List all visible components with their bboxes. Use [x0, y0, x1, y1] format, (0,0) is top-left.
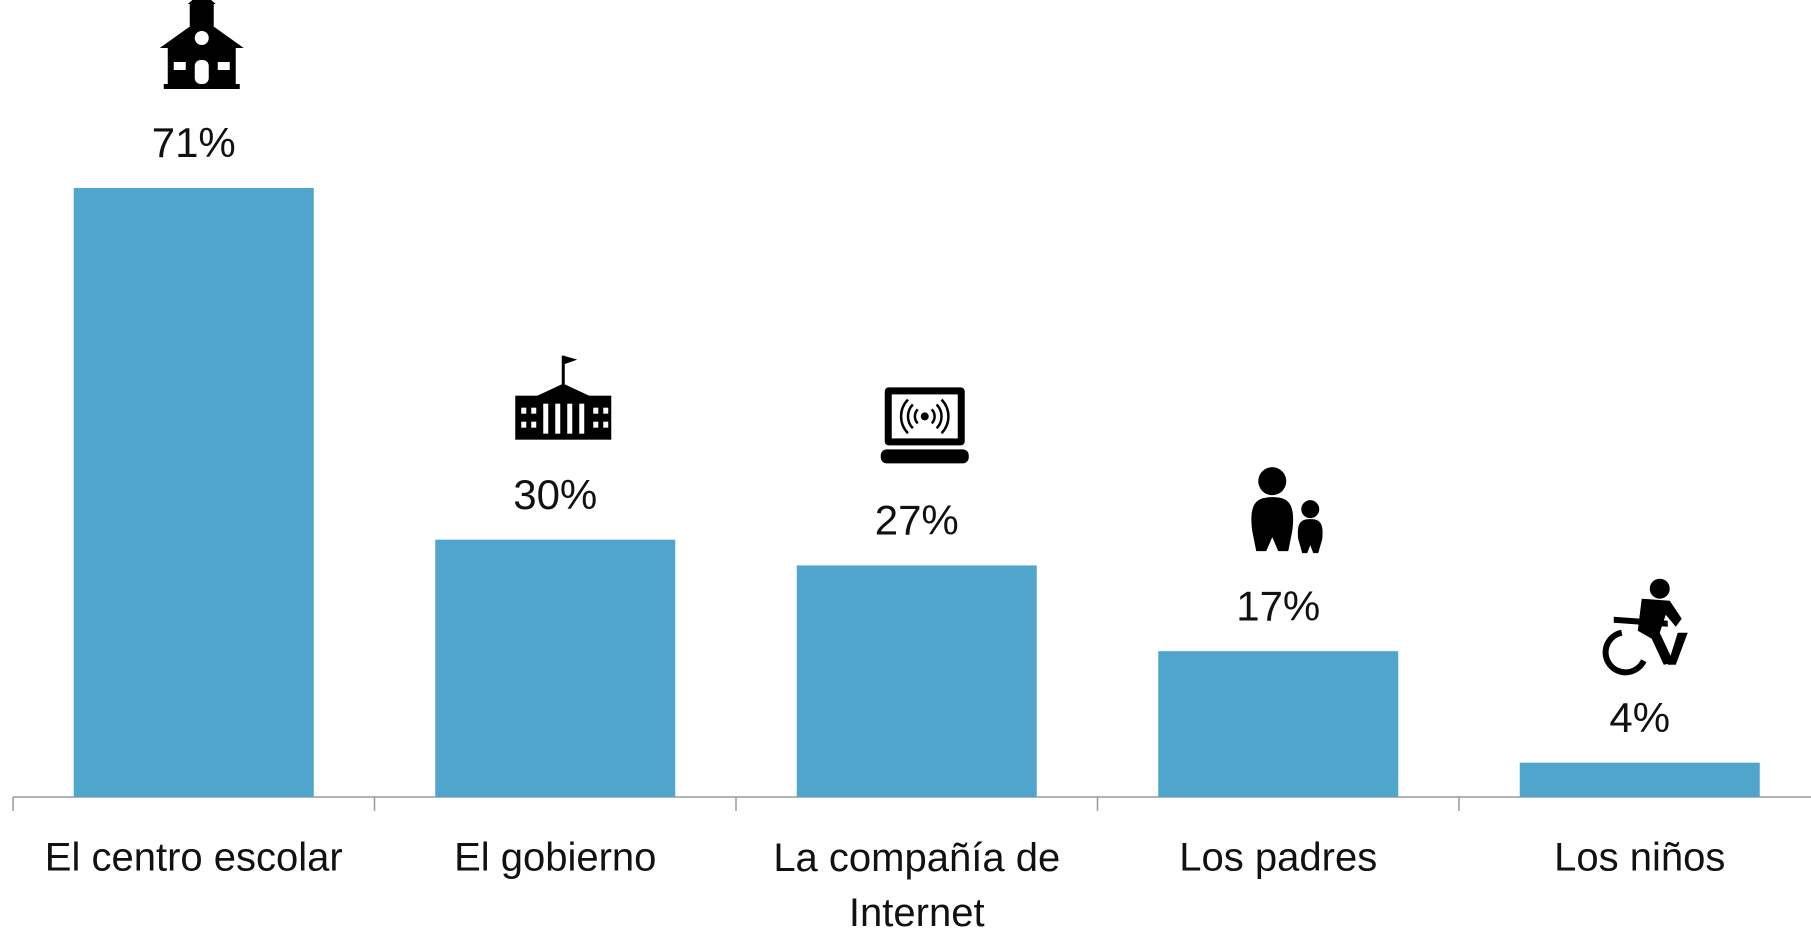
bar	[435, 539, 676, 797]
x-tick-label: La compañía de Internet	[773, 836, 1060, 935]
x-tick-label: El centro escolar	[45, 836, 343, 880]
icon-part	[173, 62, 186, 70]
icon-part	[593, 407, 599, 414]
icon-part	[603, 407, 609, 414]
icon-part	[1637, 598, 1682, 665]
icon-part	[1251, 497, 1294, 552]
icon-part	[521, 407, 527, 414]
icon-part	[579, 403, 585, 434]
icon-part	[1613, 616, 1668, 627]
icon-part	[163, 84, 240, 89]
bar	[1519, 762, 1760, 797]
icon-part	[531, 421, 537, 428]
icon-part	[1301, 500, 1320, 519]
icon-part	[1649, 578, 1670, 599]
icon-part	[567, 403, 573, 434]
icon	[159, 0, 244, 89]
icon-part	[194, 60, 209, 84]
icon-part	[533, 383, 594, 398]
icon-part	[1258, 467, 1287, 496]
icon-part	[194, 31, 209, 45]
x-tick-label: Los niños	[1554, 836, 1725, 880]
bar	[1158, 651, 1399, 797]
icon-part	[515, 395, 612, 440]
data-label: 71%	[152, 119, 236, 166]
icon-part	[521, 421, 527, 428]
icon	[880, 387, 969, 464]
icon-part	[906, 403, 943, 430]
icon-part	[189, 4, 214, 26]
icon-part	[913, 408, 936, 425]
icon-part	[880, 449, 969, 464]
icon-part	[555, 403, 561, 434]
icon-part	[603, 421, 609, 428]
icon-part	[563, 355, 578, 365]
icon-part	[1297, 519, 1323, 554]
icon-part	[531, 407, 537, 414]
icon-part	[593, 421, 599, 428]
x-tick-label: Los padres	[1179, 836, 1377, 880]
icon	[515, 355, 612, 440]
icon-part	[187, 0, 216, 4]
icon-part	[543, 403, 549, 434]
icon	[1251, 467, 1323, 554]
data-label: 4%	[1609, 694, 1670, 741]
data-label: 30%	[513, 471, 597, 518]
x-tick-label: El gobierno	[454, 836, 656, 880]
icon-part	[920, 412, 929, 421]
icon	[1602, 578, 1688, 676]
data-label: 27%	[875, 497, 959, 544]
icon-part	[217, 62, 230, 70]
data-label: 17%	[1236, 582, 1320, 629]
bar	[73, 188, 314, 797]
bar	[796, 565, 1037, 797]
icon-part	[1602, 629, 1647, 676]
icon-part	[1667, 632, 1688, 665]
